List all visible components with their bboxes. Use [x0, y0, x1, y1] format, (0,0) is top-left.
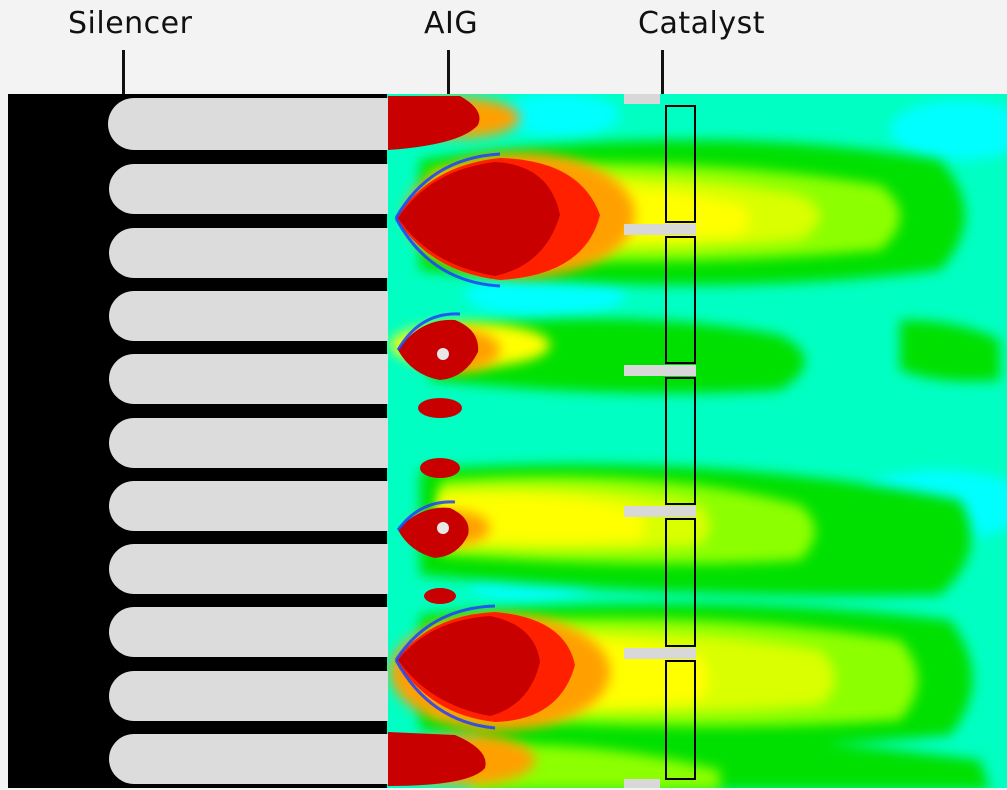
- flow-field: [387, 94, 1007, 788]
- catalyst-modules: [665, 105, 696, 780]
- dark-red-cores: [388, 96, 560, 786]
- injection-point: [437, 348, 449, 360]
- catalyst-label: Catalyst: [638, 6, 765, 41]
- aig-leader-line: [447, 50, 450, 96]
- catalyst-supports: [624, 94, 696, 788]
- silencer-leader-line: [122, 50, 125, 96]
- catalyst-leader-line: [661, 50, 664, 96]
- blue-edges: [394, 152, 501, 730]
- injection-point: [437, 522, 449, 534]
- silencer-baffles: [108, 98, 389, 784]
- aig-label: AIG: [424, 6, 479, 41]
- silencer-label: Silencer: [68, 6, 193, 41]
